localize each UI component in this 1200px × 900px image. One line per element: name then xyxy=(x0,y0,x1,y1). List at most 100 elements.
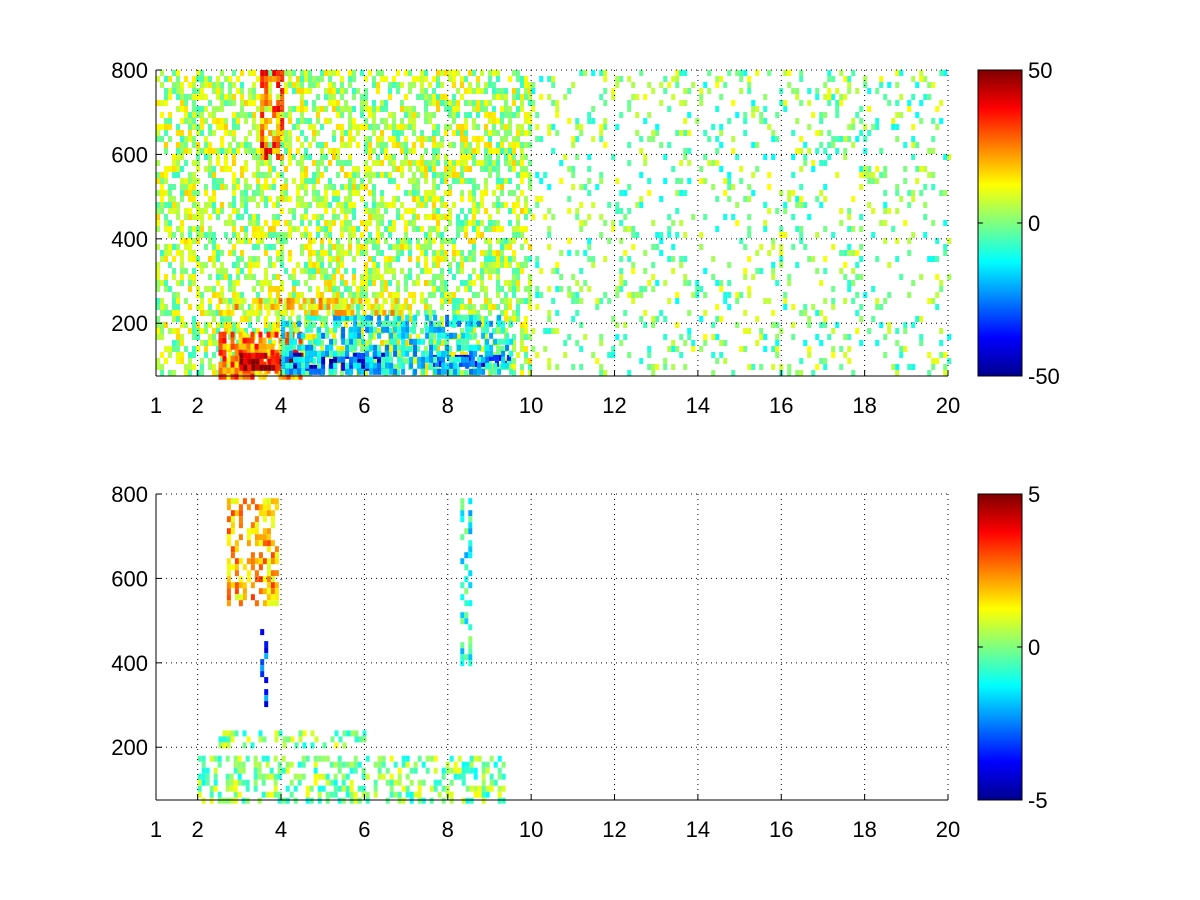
heatmap-cell xyxy=(290,309,295,316)
heatmap-cell xyxy=(481,767,486,774)
heatmap-cell xyxy=(409,767,414,774)
heatmap-cell xyxy=(448,142,452,148)
heatmap-cell xyxy=(276,322,280,328)
heatmap-cell xyxy=(715,160,720,166)
heatmap-cell xyxy=(607,238,612,244)
heatmap-cell xyxy=(228,94,232,100)
heatmap-cell xyxy=(212,148,216,154)
heatmap-cell xyxy=(273,755,278,762)
heatmap-cell xyxy=(300,166,304,172)
heatmap-cell xyxy=(388,346,392,352)
heatmap-cell xyxy=(240,166,244,172)
heatmap-cell xyxy=(356,142,360,148)
heatmap-cell xyxy=(408,274,412,280)
heatmap-cell xyxy=(380,76,384,82)
heatmap-cell xyxy=(847,334,852,340)
heatmap-cell xyxy=(200,94,204,100)
heatmap-cell xyxy=(496,238,500,244)
heatmap-cell xyxy=(332,70,336,76)
heatmap-cell xyxy=(314,303,319,310)
heatmap-cell xyxy=(212,250,216,256)
heatmap-cell xyxy=(671,340,676,346)
heatmap-cell xyxy=(377,362,382,369)
heatmap-cell xyxy=(389,356,394,363)
heatmap-cell xyxy=(555,262,560,268)
heatmap-cell xyxy=(321,785,326,792)
heatmap-cell xyxy=(266,309,271,316)
heatmap-cell xyxy=(305,785,310,792)
heatmap-cell xyxy=(264,76,269,82)
heatmap-cell xyxy=(485,320,490,327)
heatmap-cell xyxy=(345,791,350,798)
heatmap-cell xyxy=(803,202,808,208)
heatmap-cell xyxy=(429,362,434,369)
heatmap-cell xyxy=(719,352,724,358)
x-tick-label: 4 xyxy=(275,393,287,418)
heatmap-cell xyxy=(320,154,324,160)
heatmap-cell xyxy=(176,70,180,76)
heatmap-cell xyxy=(325,344,330,351)
heatmap-cell xyxy=(297,314,302,321)
heatmap-cell xyxy=(416,256,420,262)
heatmap-cell xyxy=(246,349,251,356)
heatmap-cell xyxy=(520,190,524,196)
heatmap-cell xyxy=(823,82,828,88)
heatmap-cell xyxy=(436,232,440,238)
heatmap-cell xyxy=(346,730,351,737)
heatmap-cell xyxy=(444,238,448,244)
heatmap-cell xyxy=(250,528,255,535)
heatmap-cell xyxy=(464,280,468,286)
heatmap-cell xyxy=(500,346,504,352)
heatmap-cell xyxy=(460,94,464,100)
heatmap-cell xyxy=(216,280,220,286)
heatmap-cell xyxy=(627,184,632,190)
heatmap-cell xyxy=(472,328,476,334)
heatmap-cell xyxy=(595,358,600,364)
heatmap-cell xyxy=(907,250,912,256)
heatmap-cell xyxy=(352,280,356,286)
heatmap-cell xyxy=(332,244,336,250)
heatmap-cell xyxy=(441,356,446,363)
heatmap-cell xyxy=(436,208,440,214)
heatmap-cell xyxy=(429,326,434,333)
heatmap-cell xyxy=(492,304,496,310)
heatmap-cell xyxy=(250,742,255,749)
heatmap-cell xyxy=(368,70,372,76)
heatmap-cell xyxy=(312,190,316,196)
heatmap-cell xyxy=(496,148,500,154)
heatmap-cell xyxy=(298,736,303,743)
heatmap-cell xyxy=(528,298,532,304)
heatmap-cell xyxy=(340,136,344,142)
heatmap-cell xyxy=(272,148,276,154)
heatmap-cell xyxy=(216,274,220,280)
heatmap-cell xyxy=(413,338,418,345)
heatmap-cell xyxy=(811,112,816,118)
heatmap-cell xyxy=(356,286,360,292)
heatmap-cell xyxy=(288,316,292,322)
heatmap-cell xyxy=(440,142,444,148)
heatmap-cell xyxy=(516,106,520,112)
heatmap-cell xyxy=(192,136,196,142)
x-tick-label: 8 xyxy=(442,817,454,842)
heatmap-cell xyxy=(240,100,244,106)
heatmap-cell xyxy=(405,773,410,780)
heatmap-cell xyxy=(212,172,216,178)
heatmap-cell xyxy=(547,208,552,214)
heatmap-cell xyxy=(289,761,294,768)
heatmap-cell xyxy=(218,373,223,380)
heatmap-cell xyxy=(164,88,168,94)
heatmap-cell xyxy=(224,100,228,106)
heatmap-cell xyxy=(224,94,228,100)
heatmap-cell xyxy=(192,268,196,274)
heatmap-cell xyxy=(308,178,312,184)
heatmap-cell xyxy=(771,262,776,268)
heatmap-cell xyxy=(230,361,235,368)
heatmap-cell xyxy=(164,226,168,232)
heatmap-cell xyxy=(262,528,267,535)
heatmap-cell xyxy=(204,286,208,292)
heatmap-cell xyxy=(468,642,473,649)
heatmap-cell xyxy=(528,280,532,286)
heatmap-cell xyxy=(456,100,460,106)
heatmap-cell xyxy=(192,316,196,322)
x-tick-label: 2 xyxy=(192,393,204,418)
